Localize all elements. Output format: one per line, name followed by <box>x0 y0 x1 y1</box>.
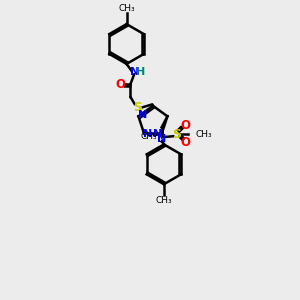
Text: CH₃: CH₃ <box>196 130 212 139</box>
Text: O: O <box>180 136 190 149</box>
Text: N: N <box>143 130 153 140</box>
Text: N: N <box>157 134 166 143</box>
Text: N: N <box>130 68 139 77</box>
Text: CH₃: CH₃ <box>156 196 172 205</box>
Text: O: O <box>180 119 190 133</box>
Text: CH₃: CH₃ <box>118 4 135 13</box>
Text: N: N <box>153 130 162 140</box>
Text: O: O <box>115 78 125 91</box>
Text: S: S <box>172 128 181 141</box>
Text: S: S <box>133 101 142 114</box>
Text: H: H <box>136 67 145 76</box>
Text: N: N <box>138 110 147 120</box>
Text: CH₃: CH₃ <box>140 132 157 141</box>
